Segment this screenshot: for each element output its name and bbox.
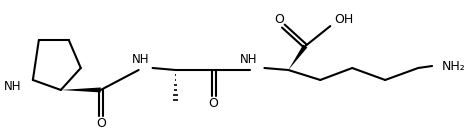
Text: O: O <box>274 13 284 26</box>
Text: O: O <box>96 117 106 130</box>
Polygon shape <box>61 87 101 92</box>
Text: O: O <box>209 97 219 110</box>
Text: NH₂: NH₂ <box>442 59 466 72</box>
Text: NH: NH <box>240 53 257 66</box>
Text: NH: NH <box>3 80 21 93</box>
Polygon shape <box>288 45 307 70</box>
Text: OH: OH <box>335 13 354 26</box>
Text: NH: NH <box>132 53 150 66</box>
